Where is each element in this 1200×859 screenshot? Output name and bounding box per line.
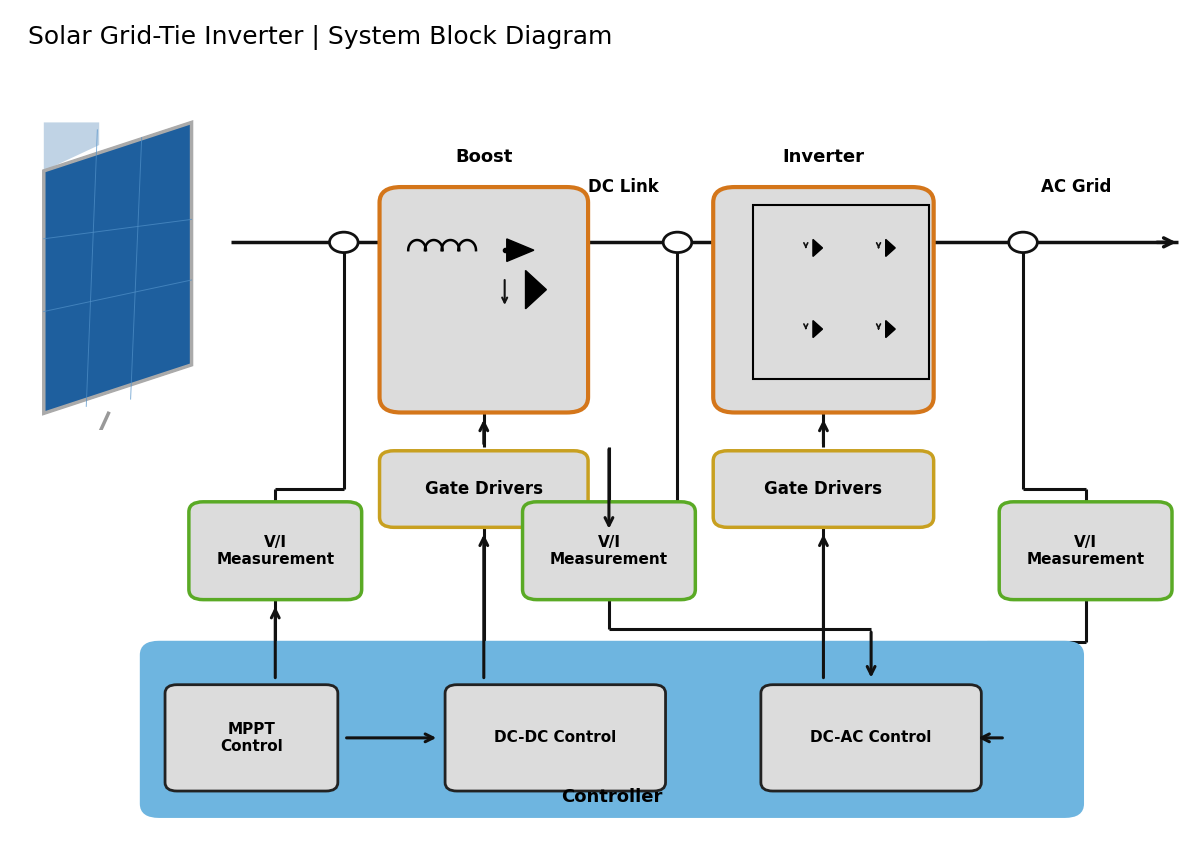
Text: DC-DC Control: DC-DC Control — [494, 730, 617, 746]
Circle shape — [330, 232, 358, 253]
Text: MPPT
Control: MPPT Control — [220, 722, 283, 754]
Polygon shape — [812, 320, 822, 338]
Polygon shape — [812, 240, 822, 257]
FancyBboxPatch shape — [188, 502, 361, 600]
FancyBboxPatch shape — [761, 685, 982, 791]
Polygon shape — [506, 239, 534, 261]
Text: V/I
Measurement: V/I Measurement — [1026, 534, 1145, 567]
FancyBboxPatch shape — [142, 643, 1082, 817]
FancyBboxPatch shape — [713, 451, 934, 527]
FancyBboxPatch shape — [713, 187, 934, 412]
Circle shape — [664, 232, 691, 253]
Text: AC Grid: AC Grid — [1042, 178, 1112, 196]
Text: DC Link: DC Link — [588, 178, 659, 196]
Text: V/I
Measurement: V/I Measurement — [216, 534, 335, 567]
FancyBboxPatch shape — [445, 685, 666, 791]
Text: V/I
Measurement: V/I Measurement — [550, 534, 668, 567]
FancyBboxPatch shape — [379, 187, 588, 412]
Text: DC-AC Control: DC-AC Control — [810, 730, 931, 746]
FancyBboxPatch shape — [1000, 502, 1172, 600]
FancyBboxPatch shape — [379, 451, 588, 527]
Text: Gate Drivers: Gate Drivers — [425, 480, 542, 498]
Text: Inverter: Inverter — [782, 148, 864, 166]
Polygon shape — [886, 320, 895, 338]
Text: Boost: Boost — [455, 148, 512, 166]
Text: Controller: Controller — [562, 789, 662, 807]
Polygon shape — [526, 271, 546, 308]
Text: Solar Grid-Tie Inverter | System Block Diagram: Solar Grid-Tie Inverter | System Block D… — [28, 26, 612, 51]
Circle shape — [1009, 232, 1037, 253]
FancyBboxPatch shape — [522, 502, 695, 600]
FancyBboxPatch shape — [752, 205, 929, 379]
Polygon shape — [886, 240, 895, 257]
Text: Gate Drivers: Gate Drivers — [764, 480, 882, 498]
FancyBboxPatch shape — [166, 685, 338, 791]
